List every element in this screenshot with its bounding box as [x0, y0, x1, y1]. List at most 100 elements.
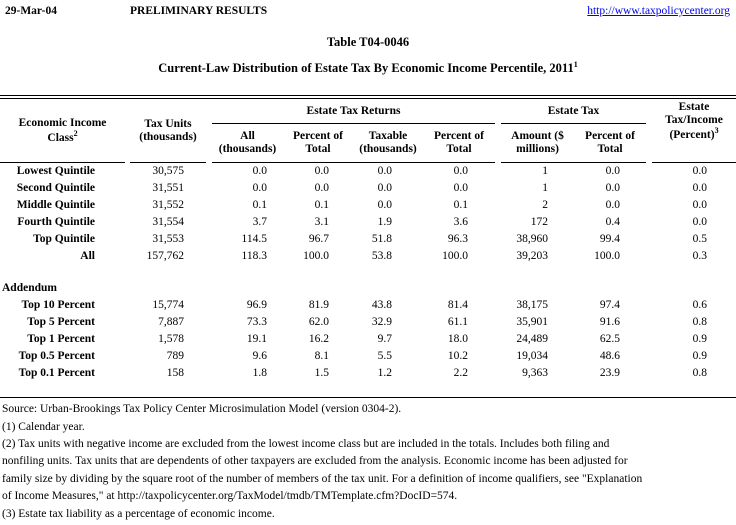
cell-returns-all-percent: 1.5 [314, 367, 329, 380]
cell-tax-amount: 38,960 [516, 233, 548, 246]
cell-tax-income-percent: 0.9 [692, 333, 708, 346]
row-label: Lowest Quintile [16, 165, 95, 178]
table-row: All 157,762 118.3 100.0 53.8 100.0 39,20… [0, 248, 736, 265]
table-row: Middle Quintile 31,552 0.1 0.1 0.0 0.1 2… [0, 197, 736, 214]
cell-tax-amount: 24,489 [516, 333, 548, 346]
cell-tax-amount-percent: 0.0 [605, 199, 621, 212]
cell-returns-all: 73.3 [246, 316, 267, 329]
cell-tax-units: 157,762 [146, 250, 184, 263]
footnote-1: (1) Calendar year. [2, 420, 85, 433]
cell-returns-all: 19.1 [246, 333, 267, 346]
table-row: Top 0.5 Percent 789 9.6 8.1 5.5 10.2 19,… [0, 348, 736, 365]
date-label: 29-Mar-04 [5, 5, 57, 17]
cell-tax-units: 789 [166, 350, 184, 363]
addendum-label: Addendum [2, 282, 57, 295]
cell-returns-all-percent: 96.7 [308, 233, 329, 246]
cell-tax-units: 1,578 [158, 333, 184, 346]
row-label: Top 1 Percent [27, 333, 95, 346]
row-label: Second Quintile [16, 182, 95, 195]
table-row: Top 1 Percent 1,578 19.1 16.2 9.7 18.0 2… [0, 331, 736, 348]
table-row: Second Quintile 31,551 0.0 0.0 0.0 0.0 1… [0, 180, 736, 197]
title-footnote-marker: 1 [573, 60, 578, 69]
cell-tax-amount-percent: 23.9 [599, 367, 621, 380]
cell-tax-amount: 35,901 [516, 316, 548, 329]
cell-tax-income-percent: 0.3 [692, 250, 708, 263]
header-returns-all: All (thousands) [212, 123, 283, 164]
footnotes: Source: Urban-Brookings Tax Policy Cente… [0, 401, 736, 523]
row-label: Top 0.1 Percent [18, 367, 95, 380]
cell-tax-income-percent: 0.6 [692, 299, 708, 312]
cell-returns-taxable: 53.8 [371, 250, 392, 263]
cell-returns-all-percent: 100.0 [303, 250, 329, 263]
cell-tax-income-percent: 0.5 [692, 233, 708, 246]
footnote-2-line-4: of Income Measures," at http://taxpolicy… [2, 490, 458, 503]
cell-returns-taxable: 32.9 [371, 316, 392, 329]
row-label: All [80, 250, 95, 263]
cell-tax-income-percent: 0.0 [692, 165, 708, 178]
header-estate-tax-returns-group: Estate Tax Returns [212, 99, 495, 125]
cell-returns-all: 0.0 [252, 165, 267, 178]
row-label: Top 5 Percent [27, 316, 95, 329]
cell-tax-income-percent: 0.8 [692, 367, 708, 380]
cell-tax-amount: 1 [542, 182, 548, 195]
footnote-2-line-2: nonfiling units. Tax units that are depe… [2, 455, 628, 468]
cell-returns-taxable: 43.8 [371, 299, 392, 312]
table-bottom-rule [0, 397, 736, 399]
preliminary-results-label: PRELIMINARY RESULTS [130, 5, 268, 17]
header-tax-amount-percent: Percent of Total [574, 123, 647, 164]
cell-tax-amount-percent: 99.4 [599, 233, 621, 246]
cell-tax-amount: 2 [542, 199, 548, 212]
cell-returns-all: 0.0 [252, 182, 267, 195]
cell-returns-taxable-percent: 61.1 [447, 316, 468, 329]
cell-returns-all-percent: 0.0 [314, 165, 329, 178]
footnote-2-line-1: (2) Tax units with negative income are e… [2, 437, 610, 450]
header-economic-income-class: Economic Income Class2 [0, 99, 125, 164]
cell-returns-all: 118.3 [241, 250, 267, 263]
header-returns-taxable: Taxable (thousands) [353, 123, 423, 164]
cell-tax-amount: 1 [542, 165, 548, 178]
cell-tax-amount-percent: 62.5 [599, 333, 621, 346]
header-returns-all-percent: Percent of Total [283, 123, 353, 164]
table-number-title: Table T04-0046 [326, 35, 410, 49]
cell-tax-income-percent: 0.8 [692, 316, 708, 329]
cell-tax-units: 31,554 [152, 216, 184, 229]
row-label: Middle Quintile [16, 199, 95, 212]
header-estate-tax-income-ratio: Estate Tax/Income (Percent)3 [652, 99, 736, 164]
header-tax-amount: Amount ($ millions) [501, 123, 574, 164]
cell-tax-income-percent: 0.0 [692, 216, 708, 229]
taxpolicycenter-link[interactable]: http://www.taxpolicycenter.org [587, 5, 730, 17]
cell-tax-amount-percent: 91.6 [599, 316, 621, 329]
cell-returns-taxable: 0.0 [377, 182, 392, 195]
top-bar: 29-Mar-04 PRELIMINARY RESULTS http://www… [0, 0, 736, 17]
cell-returns-all-percent: 81.9 [308, 299, 329, 312]
header-returns-taxable-percent: Percent of Total [423, 123, 495, 164]
table-row: Top 5 Percent 7,887 73.3 62.0 32.9 61.1 … [0, 314, 736, 331]
source-note: Source: Urban-Brookings Tax Policy Cente… [2, 403, 402, 416]
table-row: Top Quintile 31,553 114.5 96.7 51.8 96.3… [0, 231, 736, 248]
cell-tax-units: 7,887 [158, 316, 184, 329]
cell-returns-all: 9.6 [252, 350, 267, 363]
cell-tax-income-percent: 0.9 [692, 350, 708, 363]
cell-returns-taxable-percent: 81.4 [447, 299, 468, 312]
row-label: Top 10 Percent [21, 299, 95, 312]
cell-returns-all-percent: 16.2 [308, 333, 329, 346]
table-row: Top 0.1 Percent 158 1.8 1.5 1.2 2.2 9,36… [0, 365, 736, 382]
cell-returns-taxable: 1.2 [377, 367, 392, 380]
header-tax-units: Tax Units (thousands) [130, 99, 206, 164]
cell-tax-amount-percent: 0.4 [605, 216, 621, 229]
table-top-rule [0, 95, 736, 100]
cell-tax-amount: 39,203 [516, 250, 548, 263]
cell-returns-taxable-percent: 3.6 [453, 216, 468, 229]
footnote-2-line-3: family size by dividing by the square ro… [2, 472, 643, 485]
cell-returns-all-percent: 3.1 [314, 216, 329, 229]
cell-returns-all: 0.1 [252, 199, 267, 212]
header-estate-tax-group: Estate Tax [501, 99, 647, 125]
row-label: Top 0.5 Percent [18, 350, 95, 363]
cell-returns-taxable: 1.9 [377, 216, 392, 229]
row-label: Top Quintile [33, 233, 95, 246]
cell-returns-taxable-percent: 0.0 [453, 165, 468, 178]
cell-tax-amount-percent: 0.0 [605, 165, 621, 178]
cell-returns-all: 96.9 [246, 299, 267, 312]
table-row: Lowest Quintile 30,575 0.0 0.0 0.0 0.0 1… [0, 163, 736, 181]
